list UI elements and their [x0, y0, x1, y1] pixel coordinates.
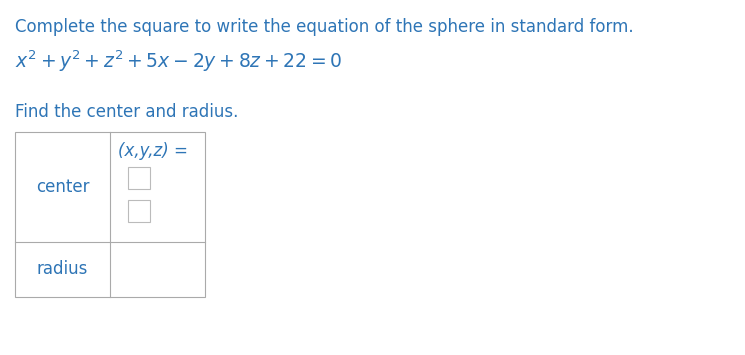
Text: Complete the square to write the equation of the sphere in standard form.: Complete the square to write the equatio… [15, 18, 634, 36]
Text: $x^2 + y^2 + z^2 + 5x - 2y + 8z + 22 = 0$: $x^2 + y^2 + z^2 + 5x - 2y + 8z + 22 = 0… [15, 48, 343, 73]
Bar [15, 132, 205, 297]
Bar [128, 200, 150, 222]
Text: center: center [36, 178, 89, 196]
Text: Find the center and radius.: Find the center and radius. [15, 103, 238, 121]
Text: radius: radius [37, 261, 88, 279]
Bar [128, 167, 150, 189]
Text: (x,y,z) =: (x,y,z) = [118, 142, 188, 160]
